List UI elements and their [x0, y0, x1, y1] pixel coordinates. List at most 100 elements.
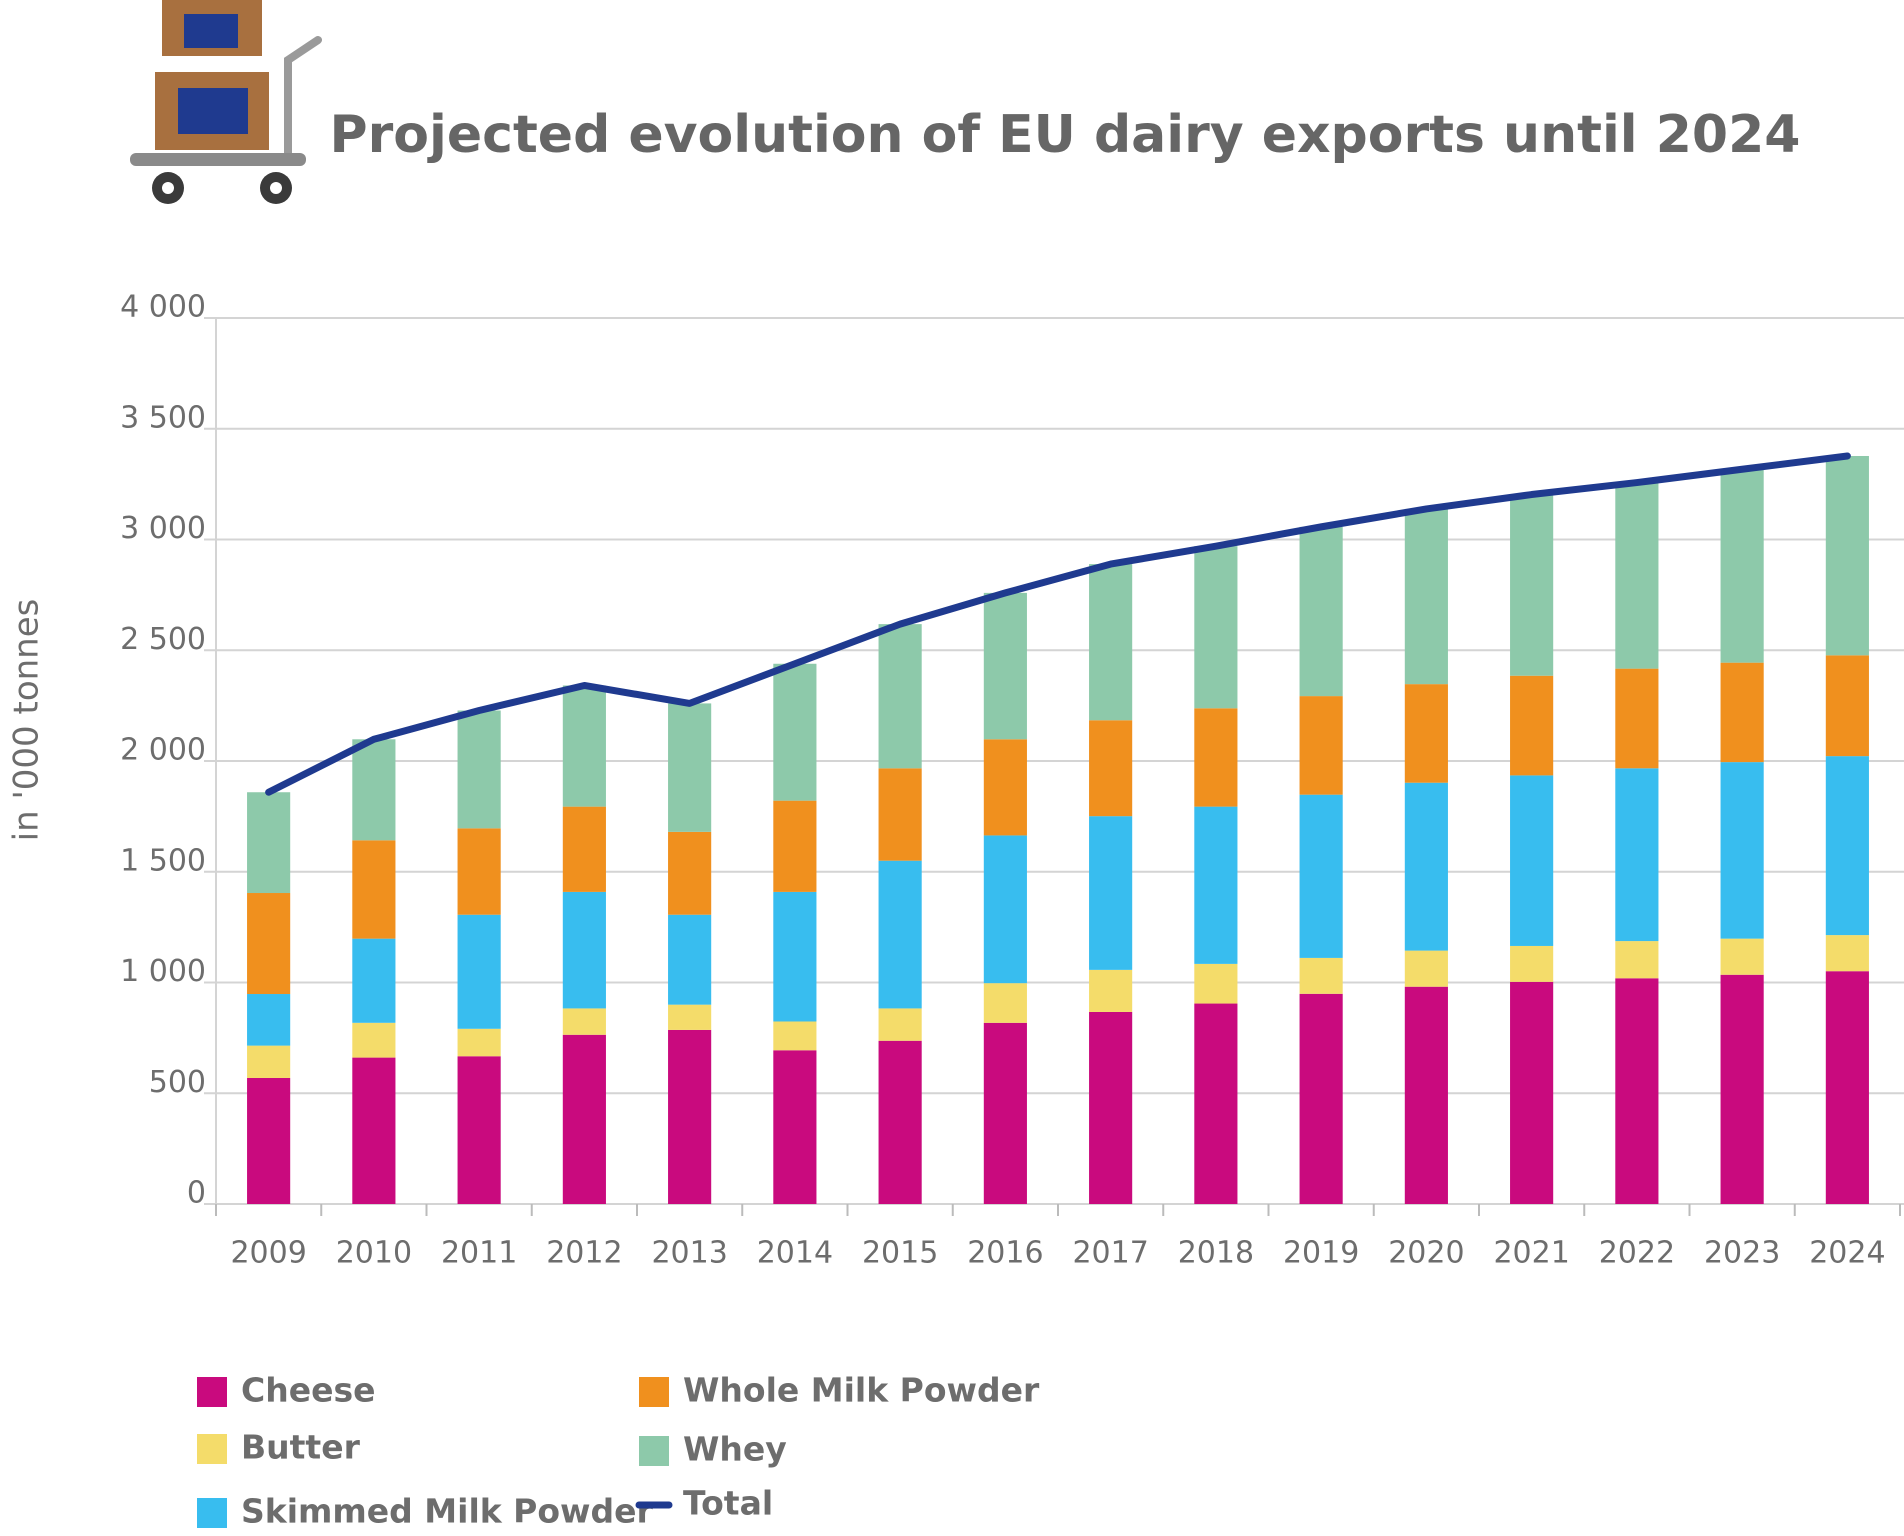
y-tick-label: 3 000	[120, 511, 206, 546]
bar-segment	[352, 938, 396, 1023]
cart-icon	[130, 0, 322, 204]
bar-segment	[247, 893, 291, 995]
x-tick-label: 2015	[862, 1236, 938, 1271]
bar-segment	[1720, 762, 1764, 939]
x-tick-label: 2014	[757, 1236, 833, 1271]
bar-segment	[983, 1022, 1027, 1204]
y-tick-label: 4 000	[120, 290, 206, 325]
legend-marker	[639, 1436, 669, 1466]
y-tick-label: 2 500	[120, 622, 206, 657]
legend-marker	[197, 1498, 227, 1528]
bar-segment	[1720, 974, 1764, 1204]
x-tick-label: 2017	[1072, 1236, 1148, 1271]
x-tick-label: 2023	[1704, 1236, 1780, 1271]
bar-segment	[668, 703, 712, 832]
x-tick-label: 2013	[651, 1236, 727, 1271]
legend-label: Total	[683, 1484, 773, 1523]
bar-segment	[668, 1029, 712, 1204]
bar-segment	[1720, 662, 1764, 763]
bar-segment	[1194, 1003, 1238, 1204]
bar-segment	[1615, 941, 1659, 979]
bar-segment	[1299, 526, 1343, 697]
bar-segment	[457, 828, 501, 915]
bar-segment	[878, 1040, 922, 1204]
bar-segment	[668, 1004, 712, 1030]
x-tick-label: 2009	[230, 1236, 306, 1271]
bar-segment	[1299, 957, 1343, 994]
bar-segment	[562, 806, 606, 892]
legend-label: Cheese	[241, 1371, 376, 1410]
bar-segment	[247, 994, 291, 1046]
bar-segment	[1615, 768, 1659, 942]
bar-segment	[1404, 986, 1448, 1204]
x-tick-label: 2018	[1178, 1236, 1254, 1271]
bar-segment	[1299, 696, 1343, 795]
y-axis-label: in '000 tonnes	[7, 599, 47, 842]
legend-marker	[197, 1434, 227, 1464]
bar-segment	[773, 1021, 817, 1051]
legend-label: Whey	[683, 1430, 787, 1469]
bar-segment	[1404, 684, 1448, 783]
x-tick-label: 2019	[1283, 1236, 1359, 1271]
bar-segment	[878, 860, 922, 1009]
bar-segment	[1615, 482, 1659, 669]
bar-segment	[1194, 546, 1238, 709]
bar-segment	[773, 1050, 817, 1204]
bar-segment	[1404, 508, 1448, 685]
y-tick-label: 1 000	[120, 954, 206, 989]
bar-segment	[878, 1008, 922, 1041]
bar-segment	[1615, 668, 1659, 769]
x-tick-label: 2010	[336, 1236, 412, 1271]
bar-segment	[562, 685, 606, 807]
bar-segment	[352, 739, 396, 841]
bar-segment	[773, 891, 817, 1022]
x-tick-label: 2016	[967, 1236, 1043, 1271]
x-tick-label: 2022	[1599, 1236, 1675, 1271]
bar-segment	[247, 1045, 291, 1078]
y-tick-label: 0	[187, 1176, 206, 1211]
bar-segment	[1194, 806, 1238, 964]
total-line	[265, 452, 1851, 796]
bar-segment	[1404, 782, 1448, 951]
bar-segment	[1720, 938, 1764, 975]
bar-segment	[983, 592, 1027, 740]
legend-marker	[639, 1377, 669, 1407]
legend-marker	[197, 1377, 227, 1407]
bar-segment	[457, 710, 501, 829]
bar-segment	[247, 1077, 291, 1204]
bar-segment	[1510, 675, 1554, 776]
bar-segment	[1720, 469, 1764, 663]
bar-segment	[1089, 720, 1133, 817]
x-tick-label: 2024	[1809, 1236, 1885, 1271]
bar-segment	[1194, 963, 1238, 1004]
bar-segment	[1825, 655, 1869, 757]
bar-segment	[1825, 756, 1869, 936]
bar-segment	[457, 914, 501, 1029]
bar-segment	[983, 983, 1027, 1023]
legend-label: Whole Milk Powder	[683, 1371, 1040, 1410]
y-tick-label: 3 500	[120, 400, 206, 435]
bar-segment	[352, 1022, 396, 1058]
y-tick-label: 2 000	[120, 733, 206, 768]
bar-segment	[1615, 978, 1659, 1204]
bar-segment	[1510, 981, 1554, 1204]
legend-label: Butter	[241, 1428, 361, 1467]
bar-segment	[1510, 494, 1554, 676]
y-tick-label: 500	[149, 1065, 206, 1100]
bar-segment	[1089, 969, 1133, 1012]
bar-segment	[247, 792, 291, 894]
bar-segment	[773, 800, 817, 892]
bar-segment	[352, 1057, 396, 1204]
bar-segment	[1510, 775, 1554, 946]
bar-segment	[1194, 708, 1238, 807]
bar-segment	[457, 1028, 501, 1057]
bar-segment	[1510, 945, 1554, 982]
bar-segment	[983, 835, 1027, 984]
bar-segment	[878, 624, 922, 769]
bar-segment	[1089, 1011, 1133, 1204]
bar-segment	[1825, 935, 1869, 972]
x-tick-label: 2012	[546, 1236, 622, 1271]
bar-segment	[457, 1056, 501, 1204]
bar-segment	[1299, 794, 1343, 958]
